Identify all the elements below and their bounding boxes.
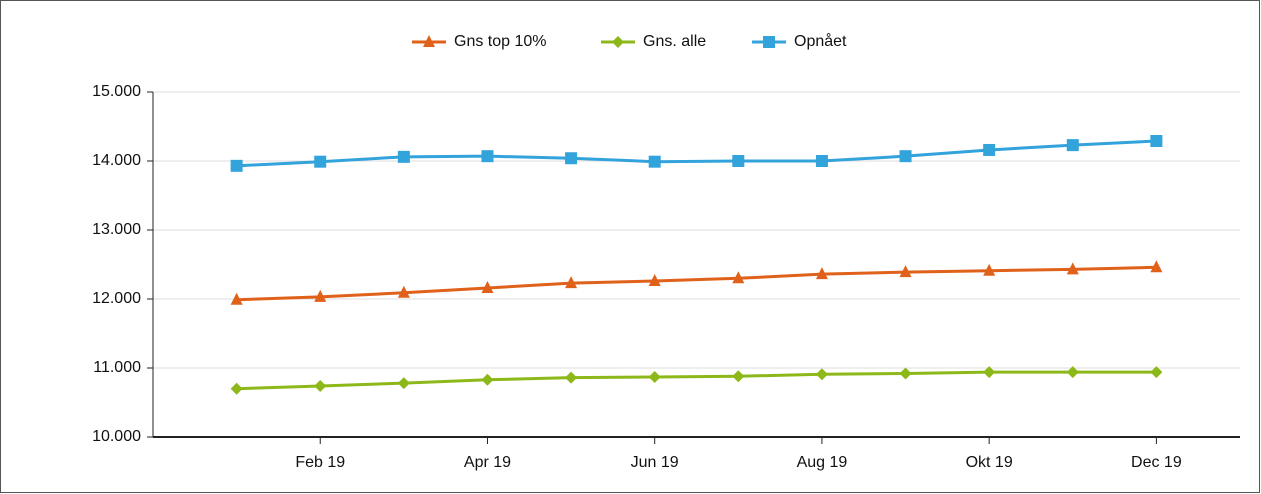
- legend-label: Gns top 10%: [454, 33, 547, 50]
- legend-marker: [423, 35, 435, 47]
- data-point: [983, 263, 996, 276]
- y-tick-label: 14.000: [92, 152, 141, 169]
- data-point: [1066, 262, 1079, 275]
- data-point: [314, 155, 327, 168]
- data-point: [983, 366, 996, 379]
- data-point: [815, 368, 828, 381]
- data-point: [230, 292, 243, 305]
- data-point: [732, 370, 745, 383]
- data-point: [397, 285, 410, 298]
- data-point: [983, 143, 996, 156]
- x-tick-label: Dec 19: [1131, 454, 1182, 471]
- data-point: [230, 159, 243, 172]
- legend-marker: [763, 36, 775, 48]
- data-point: [648, 155, 661, 168]
- legend-label: Opnået: [794, 32, 847, 50]
- data-point: [1150, 366, 1163, 379]
- data-point: [1150, 260, 1163, 273]
- data-point: [815, 267, 828, 280]
- data-point: [397, 150, 410, 163]
- x-tick-label: Feb 19: [295, 454, 345, 471]
- data-point: [732, 271, 745, 284]
- series-line: [236, 265, 1157, 302]
- y-tick-label: 15.000: [92, 83, 141, 100]
- legend-label: Gns. alle: [643, 33, 706, 50]
- series-line: [236, 370, 1157, 391]
- data-point: [648, 274, 661, 287]
- x-tick-label: Jun 19: [631, 454, 679, 471]
- data-point: [1066, 366, 1079, 379]
- data-point: [648, 370, 661, 383]
- data-point: [481, 280, 494, 293]
- y-tick-label: 12.000: [92, 290, 141, 307]
- data-point: [314, 379, 327, 392]
- data-point: [481, 373, 494, 386]
- y-tick-label: 13.000: [92, 221, 141, 238]
- data-point: [565, 371, 578, 384]
- data-point: [899, 265, 912, 278]
- data-point: [565, 152, 578, 165]
- data-point: [1066, 139, 1079, 152]
- y-tick-label: 11.000: [93, 359, 141, 376]
- y-tick-label: 10.000: [92, 428, 141, 445]
- data-point: [732, 155, 745, 167]
- data-point: [815, 155, 828, 167]
- legend-marker: [612, 36, 624, 48]
- data-point: [565, 276, 578, 289]
- data-point: [899, 150, 912, 163]
- data-point: [1150, 134, 1163, 147]
- data-point: [899, 367, 912, 380]
- data-point: [397, 377, 410, 390]
- x-tick-label: Okt 19: [966, 454, 1013, 471]
- x-tick-label: Apr 19: [464, 454, 511, 471]
- x-tick-label: Aug 19: [797, 454, 848, 471]
- series-line: [236, 139, 1157, 168]
- data-point: [314, 289, 327, 302]
- data-point: [230, 382, 243, 395]
- data-point: [481, 150, 494, 163]
